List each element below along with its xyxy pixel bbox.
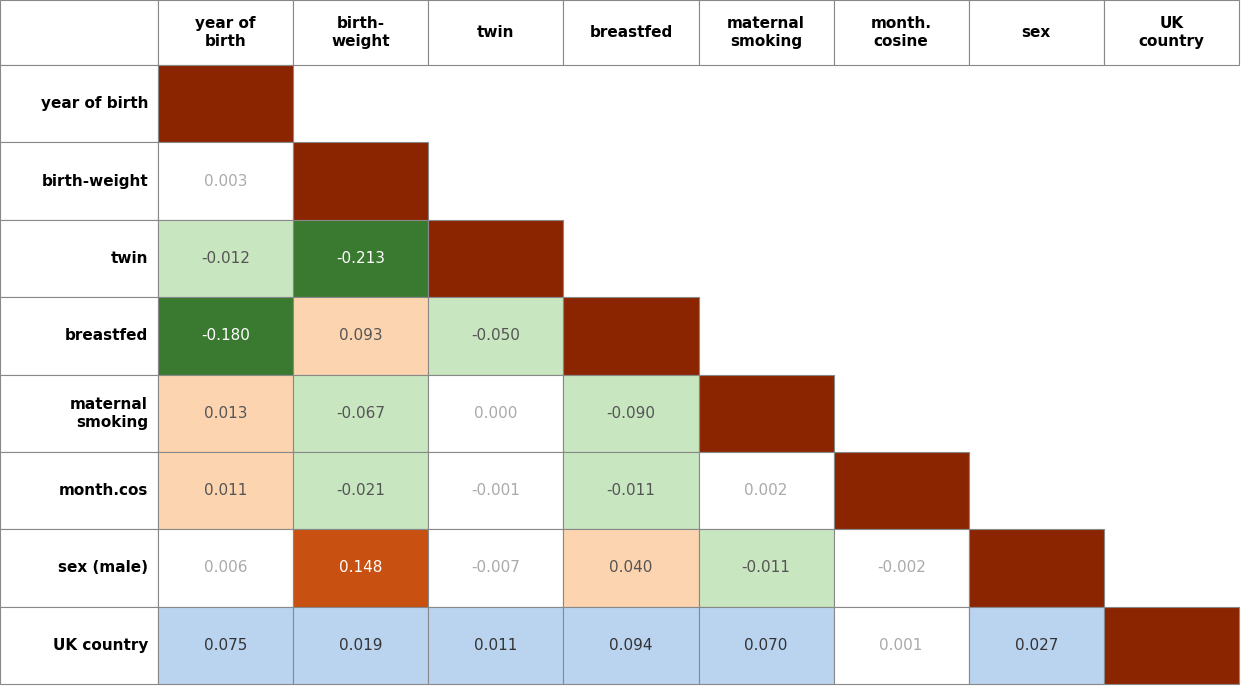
Text: -0.011: -0.011 (742, 560, 791, 575)
Text: UK country: UK country (52, 638, 149, 652)
Text: -0.021: -0.021 (336, 483, 385, 498)
Bar (294, 220, 428, 297)
Text: maternal
smoking: maternal smoking (70, 397, 149, 430)
Bar (428, 297, 563, 375)
Bar (1104, 0, 1239, 65)
Bar (563, 0, 698, 65)
Text: birth-weight: birth-weight (41, 174, 149, 189)
Text: twin: twin (110, 251, 149, 266)
Text: 0.094: 0.094 (610, 638, 653, 652)
Bar (159, 375, 294, 452)
Bar (428, 375, 563, 452)
Text: 0.075: 0.075 (204, 638, 247, 652)
Bar (428, 220, 563, 297)
Bar (1104, 606, 1239, 684)
Text: -0.050: -0.050 (471, 329, 521, 343)
Text: -0.012: -0.012 (201, 251, 250, 266)
Text: maternal
smoking: maternal smoking (727, 16, 806, 49)
Bar (563, 452, 698, 529)
Bar (833, 606, 969, 684)
Bar (0, 297, 159, 375)
Text: year of
birth: year of birth (195, 16, 256, 49)
Text: month.
cosine: month. cosine (871, 16, 932, 49)
Bar (563, 606, 698, 684)
Text: 0.093: 0.093 (338, 329, 382, 343)
Text: 0.003: 0.003 (204, 174, 247, 189)
Bar (159, 606, 294, 684)
Bar (563, 375, 698, 452)
Bar (563, 529, 698, 606)
Bar (833, 0, 969, 65)
Bar (294, 297, 428, 375)
Text: birth-
weight: birth- weight (331, 16, 390, 49)
Text: 0.070: 0.070 (744, 638, 788, 652)
Bar (159, 529, 294, 606)
Bar (428, 0, 563, 65)
Text: twin: twin (477, 25, 515, 40)
Bar (833, 529, 969, 606)
Text: year of birth: year of birth (40, 96, 149, 111)
Bar (159, 220, 294, 297)
Bar (0, 452, 159, 529)
Bar (698, 375, 833, 452)
Text: sex: sex (1022, 25, 1050, 40)
Bar (969, 0, 1104, 65)
Bar (563, 297, 698, 375)
Text: breastfed: breastfed (65, 329, 149, 343)
Bar (294, 375, 428, 452)
Text: 0.011: 0.011 (204, 483, 247, 498)
Text: -0.011: -0.011 (607, 483, 656, 498)
Text: 0.148: 0.148 (338, 560, 382, 575)
Bar (0, 529, 159, 606)
Bar (159, 65, 294, 143)
Bar (159, 143, 294, 220)
Text: month.cos: month.cos (59, 483, 149, 498)
Bar (0, 143, 159, 220)
Bar (294, 452, 428, 529)
Text: 0.000: 0.000 (475, 406, 517, 421)
Text: -0.090: -0.090 (607, 406, 656, 421)
Bar (698, 606, 833, 684)
Text: breastfed: breastfed (590, 25, 672, 40)
Bar (159, 0, 294, 65)
Text: -0.001: -0.001 (471, 483, 521, 498)
Text: 0.019: 0.019 (338, 638, 382, 652)
Text: 0.011: 0.011 (475, 638, 517, 652)
Bar (428, 529, 563, 606)
Bar (0, 0, 159, 65)
Bar (428, 606, 563, 684)
Bar (698, 529, 833, 606)
Bar (0, 606, 159, 684)
Text: -0.180: -0.180 (201, 329, 250, 343)
Text: 0.006: 0.006 (204, 560, 247, 575)
Bar (698, 452, 833, 529)
Bar (294, 529, 428, 606)
Text: 0.027: 0.027 (1014, 638, 1058, 652)
Bar (698, 0, 833, 65)
Bar (294, 606, 428, 684)
Bar (294, 0, 428, 65)
Text: 0.040: 0.040 (610, 560, 653, 575)
Bar (0, 220, 159, 297)
Bar (159, 297, 294, 375)
Bar (159, 452, 294, 529)
Bar (969, 529, 1104, 606)
Text: 0.002: 0.002 (744, 483, 788, 498)
Text: 0.013: 0.013 (204, 406, 247, 421)
Text: sex (male): sex (male) (57, 560, 149, 575)
Bar (0, 375, 159, 452)
Text: -0.213: -0.213 (336, 251, 385, 266)
Text: -0.007: -0.007 (471, 560, 521, 575)
Text: -0.067: -0.067 (336, 406, 385, 421)
Text: -0.002: -0.002 (877, 560, 926, 575)
Bar (428, 452, 563, 529)
Text: 0.001: 0.001 (879, 638, 923, 652)
Bar (833, 452, 969, 529)
Bar (0, 65, 159, 143)
Bar (969, 606, 1104, 684)
Text: UK
country: UK country (1138, 16, 1204, 49)
Bar (294, 143, 428, 220)
